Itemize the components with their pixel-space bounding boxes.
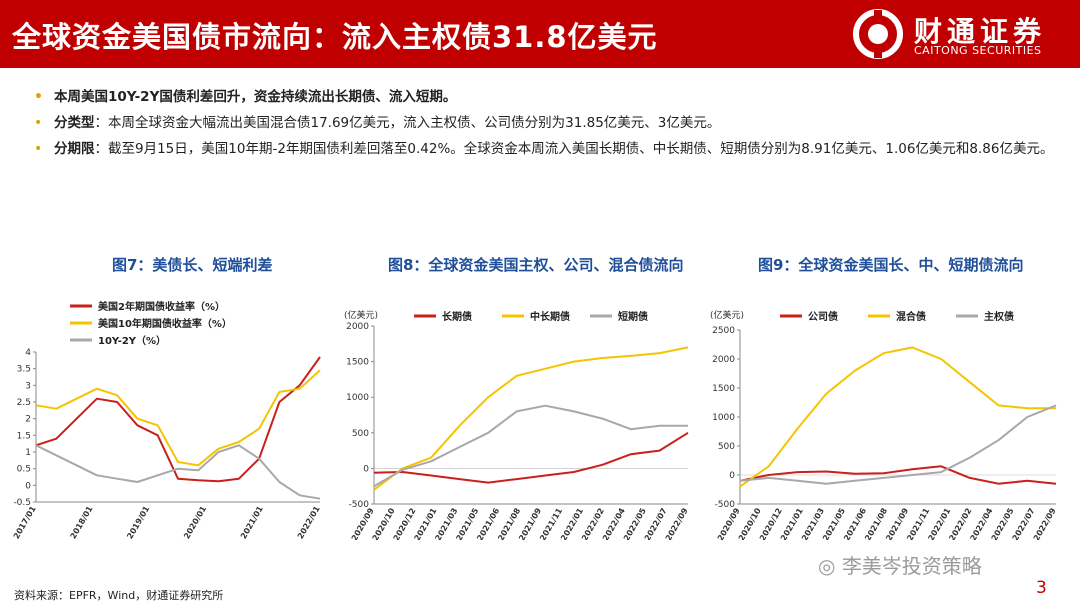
y-tick-label: -0.5 <box>13 498 31 508</box>
y-tick-label: 500 <box>352 429 369 439</box>
y-tick-label: 500 <box>718 442 735 452</box>
caitong-seal-icon <box>853 9 903 59</box>
series-line <box>739 346 1056 488</box>
y-unit-label: (亿美元) <box>710 309 744 321</box>
chart-title-fig9: 图9：全球资金美国长、中、短期债流向 <box>758 256 1024 274</box>
bullet-list: • 本周美国10Y-2Y国债利差回升，资金持续流出长期债、流入短期。 • 分类型… <box>34 88 1064 166</box>
bullet-text: 本周美国10Y-2Y国债利差回升，资金持续流出长期债、流入短期。 <box>54 89 457 105</box>
y-tick-label: 2.5 <box>17 398 31 408</box>
y-tick-label: 0 <box>363 464 369 474</box>
series-line <box>35 369 321 467</box>
y-tick-label: 1 <box>25 448 31 458</box>
legend-label: 10Y-2Y（%） <box>98 334 166 347</box>
bullet-dot-icon: • <box>34 89 43 105</box>
y-tick-label: -500 <box>349 500 370 510</box>
y-tick-label: 1000 <box>712 413 735 423</box>
y-tick-label: 1.5 <box>17 431 31 441</box>
y-unit-label: (亿美元) <box>344 309 378 321</box>
legend-label: 美国10年期国债收益率（%） <box>98 317 232 330</box>
y-tick-label: 1500 <box>346 358 369 368</box>
y-tick-label: 1000 <box>346 393 369 403</box>
y-tick-label: -500 <box>715 500 736 510</box>
brand-logo: 财通证券 CAITONG SECURITIES <box>852 8 1072 60</box>
y-tick-label: 0 <box>25 481 31 491</box>
bullet-by-type: • 分类型：本周全球资金大幅流出美国混合债17.69亿美元，流入主权债、公司债分… <box>34 114 1064 132</box>
series-line <box>35 356 321 483</box>
bullet-label: 分期限 <box>54 141 95 157</box>
logo-text-cn: 财通证券 <box>914 15 1047 48</box>
y-tick-label: 2500 <box>712 326 735 336</box>
header-bar: 全球资金美国债市流向：流入主权债31.8亿美元 财通证券 CAITONG SEC… <box>0 0 1080 68</box>
wechat-icon: ◎ <box>818 554 836 578</box>
y-tick-label: 2000 <box>712 355 735 365</box>
x-tick-label: 2020/01 <box>182 504 208 540</box>
legend-label: 公司债 <box>808 310 838 323</box>
legend-label: 短期债 <box>618 310 648 323</box>
y-tick-label: 0.5 <box>17 465 31 475</box>
x-tick-label: 2017/01 <box>12 504 38 540</box>
series-line <box>35 444 321 500</box>
watermark: ◎ 李美岑投资策略 <box>818 550 982 579</box>
series-line <box>373 346 689 491</box>
x-tick-label: 2022/01 <box>296 504 322 540</box>
series-line <box>739 465 1057 485</box>
logo-text-en: CAITONG SECURITIES <box>914 44 1042 57</box>
legend-label: 主权债 <box>984 310 1014 323</box>
y-tick-label: 1500 <box>712 384 735 394</box>
legend-label: 长期债 <box>442 310 472 323</box>
y-tick-label: 4 <box>25 348 31 358</box>
chart-fig8: (亿美元)-50005001000150020002020/092020/102… <box>344 309 690 540</box>
y-tick-label: 0 <box>729 471 735 481</box>
page-title: 全球资金美国债市流向：流入主权债31.8亿美元 <box>12 20 658 54</box>
bullet-dot-icon: • <box>34 115 43 131</box>
legend-label: 美国2年期国债收益率（%） <box>98 300 225 313</box>
series-line <box>373 404 688 488</box>
x-tick-label: 2021/01 <box>239 504 265 540</box>
legend-label: 中长期债 <box>530 310 570 323</box>
series-line <box>373 431 689 484</box>
bullet-text: ：截至9月15日，美国10年期-2年期国债利差回落至0.42%。全球资金本周流入… <box>94 141 1054 157</box>
bullet-summary: • 本周美国10Y-2Y国债利差回升，资金持续流出长期债、流入短期。 <box>34 88 1064 106</box>
chart-fig7: -0.5 0 0.5 1 1.5 2 2.5 3 3.5 4 2017/01 2018/01 2019/… <box>12 300 322 540</box>
chart-title-fig8: 图8：全球资金美国主权、公司、混合债流向 <box>388 256 684 274</box>
series-line <box>739 404 1057 485</box>
y-tick-label: 3 <box>25 381 31 391</box>
y-tick-label: 2 <box>25 415 31 425</box>
chart-fig9: (亿美元)-500050010001500200025002020/092020… <box>710 309 1058 540</box>
watermark-text: 李美岑投资策略 <box>841 554 982 578</box>
source-note: 资料来源：EPFR，Wind，财通证券研究所 <box>14 589 224 602</box>
y-tick-label: 3.5 <box>17 365 31 375</box>
x-tick-label: 2018/01 <box>69 504 95 540</box>
bullet-label: 分类型 <box>54 115 95 131</box>
page-number: 3 <box>1036 578 1047 598</box>
bullet-by-term: • 分期限：截至9月15日，美国10年期-2年期国债利差回落至0.42%。全球资… <box>34 140 1064 158</box>
y-tick-label: 2000 <box>346 322 369 332</box>
legend-label: 混合债 <box>896 310 926 323</box>
bullet-text: ：本周全球资金大幅流出美国混合债17.69亿美元，流入主权债、公司债分别为31.… <box>94 115 721 131</box>
chart-title-fig7: 图7：美债长、短端利差 <box>112 256 273 274</box>
x-tick-label: 2019/01 <box>125 504 151 540</box>
bullet-dot-icon: • <box>34 141 43 157</box>
